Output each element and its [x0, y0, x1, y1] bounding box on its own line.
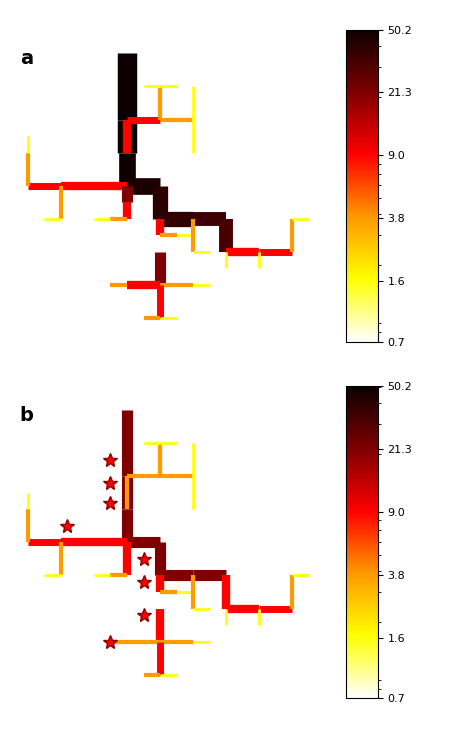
Text: b: b: [20, 406, 34, 424]
Text: a: a: [20, 49, 33, 68]
